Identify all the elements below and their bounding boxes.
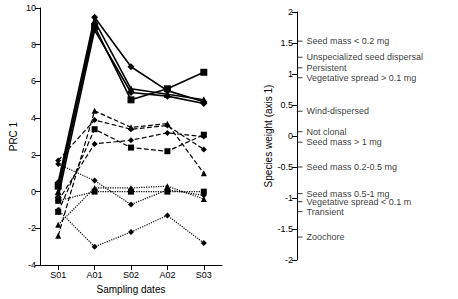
svg-text:Seed mass 0.2-0.5 mg: Seed mass 0.2-0.5 mg: [307, 162, 398, 172]
svg-text:Not clonal: Not clonal: [307, 127, 347, 137]
svg-text:S01: S01: [50, 270, 66, 280]
svg-text:Persistent: Persistent: [307, 63, 348, 73]
svg-text:2: 2: [31, 150, 36, 160]
svg-text:A02: A02: [159, 270, 175, 280]
svg-text:Wind-dispersed: Wind-dispersed: [307, 106, 370, 116]
svg-text:-4: -4: [28, 260, 36, 270]
svg-text:PRC 1: PRC 1: [8, 121, 19, 151]
svg-text:0: 0: [31, 187, 36, 197]
svg-text:Species weight (axis 1): Species weight (axis 1): [263, 85, 274, 188]
svg-text:Transient: Transient: [307, 207, 345, 217]
svg-text:0: 0: [288, 131, 293, 141]
svg-text:Sampling dates: Sampling dates: [97, 284, 166, 295]
svg-text:1: 1: [288, 69, 293, 79]
svg-text:-1: -1: [285, 193, 293, 203]
svg-text:Unspecialized seed dispersal: Unspecialized seed dispersal: [307, 52, 424, 62]
svg-text:Zoochore: Zoochore: [307, 232, 345, 242]
svg-text:Vegetative spread > 0.1 mg: Vegetative spread > 0.1 mg: [307, 73, 417, 83]
svg-text:-2: -2: [285, 255, 293, 265]
svg-text:S02: S02: [123, 270, 139, 280]
svg-text:4: 4: [31, 113, 36, 123]
svg-text:-1.5: -1.5: [277, 224, 293, 234]
svg-text:10: 10: [26, 3, 36, 13]
svg-text:1.5: 1.5: [280, 38, 293, 48]
svg-text:-0.5: -0.5: [277, 162, 293, 172]
svg-text:0.5: 0.5: [280, 100, 293, 110]
svg-text:-2: -2: [28, 223, 36, 233]
svg-text:Seed mass > 1 mg: Seed mass > 1 mg: [307, 137, 382, 147]
svg-text:6: 6: [31, 76, 36, 86]
svg-text:S03: S03: [196, 270, 212, 280]
svg-text:Seed mass < 0.2 mg: Seed mass < 0.2 mg: [307, 36, 390, 46]
svg-text:8: 8: [31, 40, 36, 50]
svg-text:A01: A01: [87, 270, 103, 280]
svg-text:Seed mass 0.5-1 mg: Seed mass 0.5-1 mg: [306, 188, 390, 199]
svg-text:2: 2: [288, 7, 293, 17]
svg-text:Vegetative spread < 0.1 m: Vegetative spread < 0.1 m: [307, 197, 412, 207]
